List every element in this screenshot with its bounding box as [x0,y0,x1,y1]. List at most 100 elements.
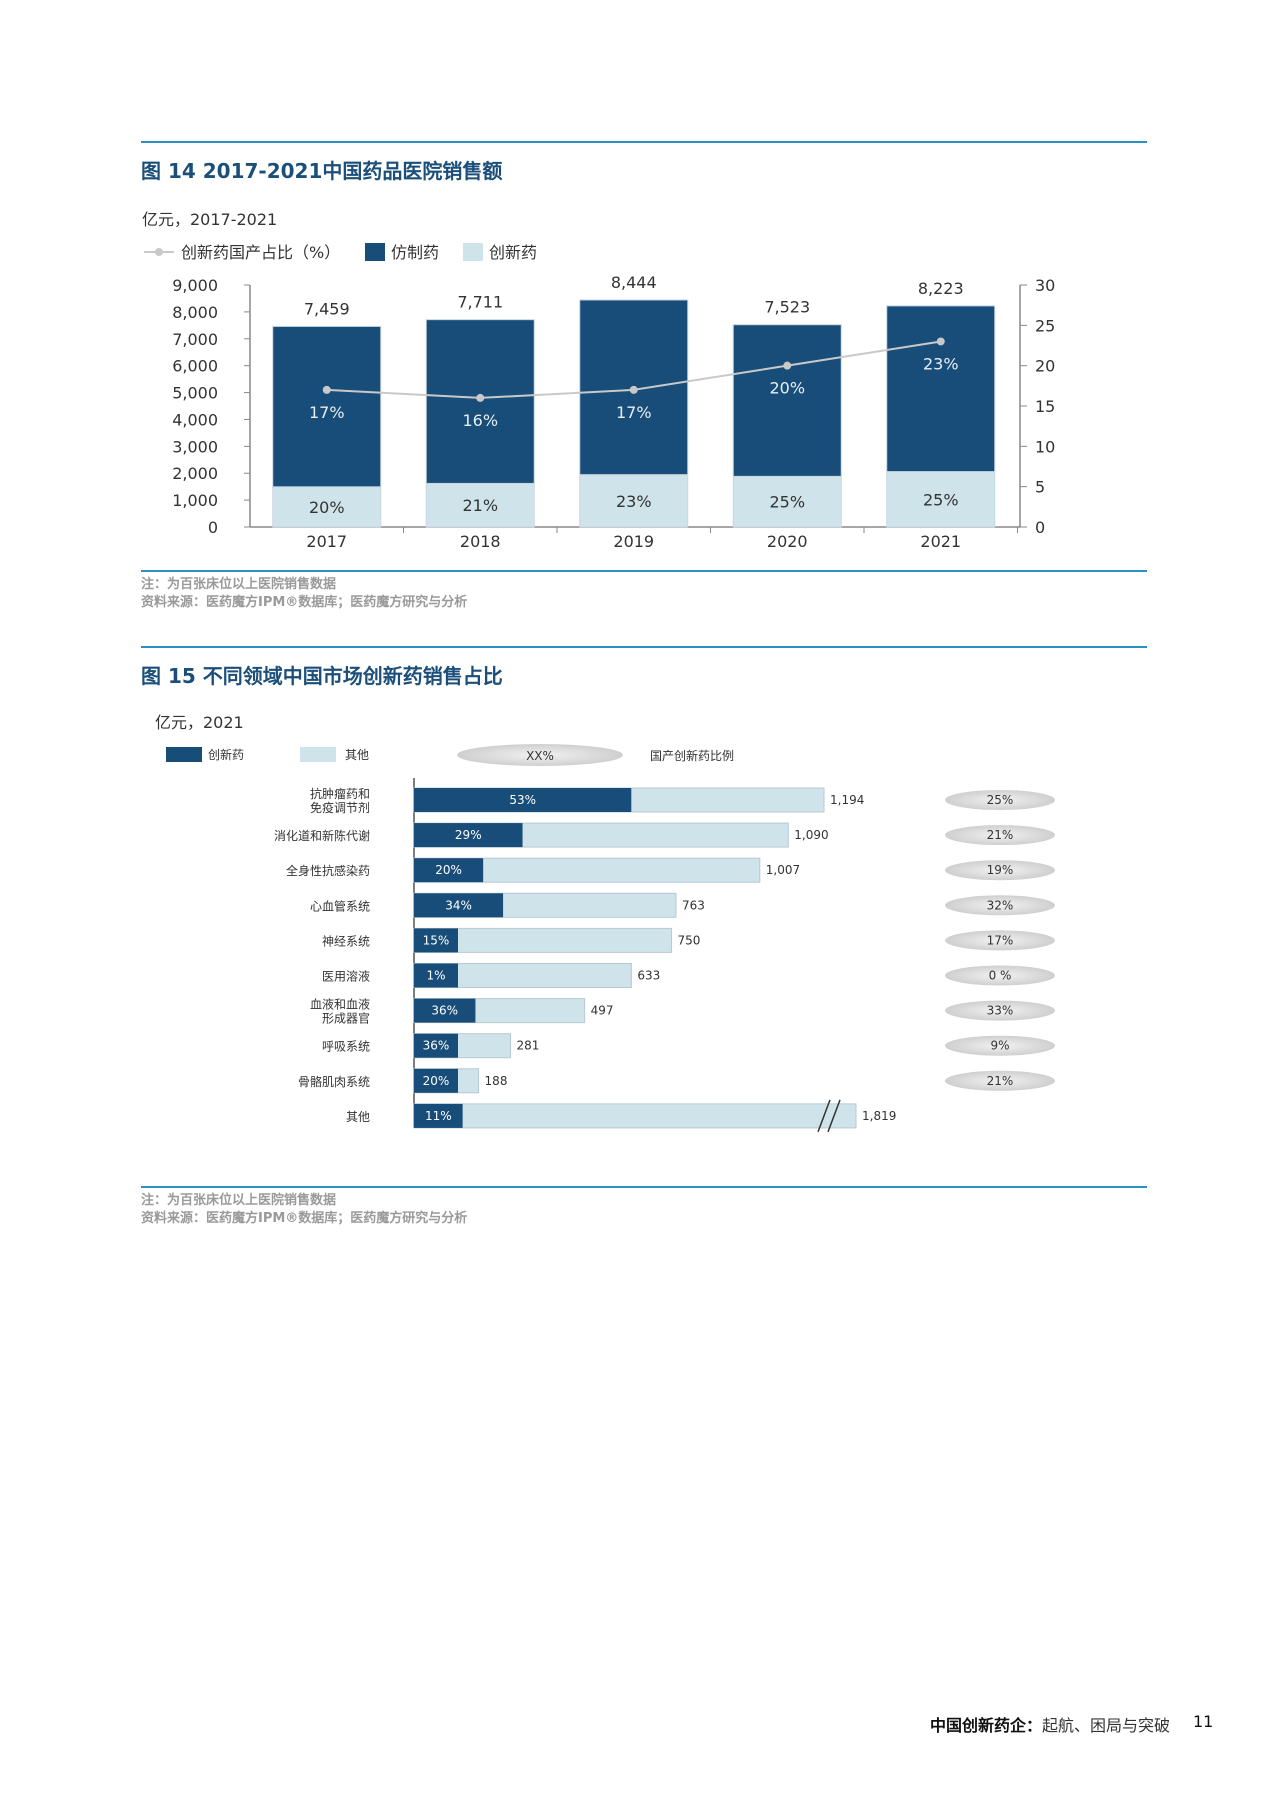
category-label: 消化道和新陈代谢 [274,828,370,843]
total-label: 188 [485,1074,508,1088]
fig14-chart: 亿元，2017-2021 创新药国产占比（%） 仿制药 创新药 9,000 8,0… [142,210,1055,551]
legend15-pill-label: XX% [526,749,554,763]
innovative-share-label: 15% [423,933,450,947]
innovative-share-label: 29% [455,828,482,842]
domestic-ratio-label: 21% [987,1074,1014,1088]
y2-tick-label: 10 [1035,437,1055,456]
ratio-point [476,393,485,402]
x-tick-label: 2019 [613,532,654,551]
footer-title-rest: 起航、困局与突破 [1041,1716,1170,1735]
bar-other [413,1103,857,1129]
bar-innovative [414,1068,458,1093]
domestic-ratio-pill [945,930,1055,951]
legend-line-label: 创新药国产占比（%） [181,243,340,262]
total-label: 497 [591,1004,614,1018]
fig15-unit: 亿元，2021 [155,713,244,732]
fig15-note: 注：为百张床位以上医院销售数据 [141,1193,337,1208]
bar-innovative [886,471,996,528]
innovative-share-label: 36% [423,1039,450,1053]
x-tick-label: 2021 [920,532,961,551]
legend-generic-swatch [365,243,385,261]
fig15-top-rule [141,646,1147,648]
domestic-ratio-label: 21% [987,828,1014,842]
y2-tick-label: 5 [1035,478,1045,497]
bar-innovative-label: 21% [462,496,498,515]
total-label: 1,007 [766,863,800,877]
bar-innovative-label: 23% [616,492,652,511]
y-tick-label: 5,000 [172,384,218,403]
innovative-share-label: 34% [445,898,472,912]
domestic-ratio-pill [945,1070,1055,1091]
bar-innovative [414,928,458,953]
domestic-ratio-label: 17% [987,933,1014,947]
category-label: 骨骼肌肉系统 [298,1074,370,1089]
x-tick-label: 2018 [460,532,501,551]
domestic-ratio-label: 25% [987,793,1014,807]
domestic-ratio-pill [945,1000,1055,1021]
bar-innovative [732,475,842,528]
y-tick-label: 1,000 [172,491,218,510]
bar-generic [886,305,996,473]
domestic-ratio-pill [945,825,1055,846]
x-tick-label: 2020 [767,532,808,551]
category-label: 形成器官 [322,1011,370,1026]
page-number: 11 [1193,1712,1214,1731]
legend15-innovative-swatch [166,747,202,762]
ratio-point [322,385,331,394]
y2-tick-label: 25 [1035,316,1055,335]
total-label: 750 [678,933,701,947]
domestic-ratio-pill [945,1035,1055,1056]
total-label: 281 [516,1039,539,1053]
y2-tick-label: 30 [1035,276,1055,295]
ratio-point [936,337,945,346]
fig15-source: 资料来源：医药魔方IPM®数据库；医药魔方研究与分析 [141,1211,468,1226]
domestic-ratio-label: 19% [987,863,1014,877]
bar-innovative [414,788,632,812]
bar-total-label: 7,523 [764,298,810,317]
bar-innovative [414,1103,463,1128]
y-tick-label: 8,000 [172,303,218,322]
bar-innovative [272,486,382,528]
domestic-ratio-pill [945,860,1055,881]
innovative-share-label: 1% [426,969,445,983]
bar-total-label: 7,459 [304,299,350,318]
legend15-other-swatch [300,747,336,762]
fig15-title: 图 15 不同领域中国市场创新药销售占比 [141,664,503,688]
fig14-top-rule [141,141,1147,143]
bar-innovative [425,482,535,528]
legend-innovative-swatch [463,243,483,261]
y-tick-label: 3,000 [172,437,218,456]
x-tick-label: 2017 [306,532,347,551]
ratio-label: 20% [769,379,805,398]
y-tick-label: 7,000 [172,330,218,349]
legend-line-marker [155,248,163,256]
bar-total-label: 7,711 [457,293,503,312]
ratio-label: 17% [309,403,345,422]
bar-innovative [414,963,458,988]
innovative-share-label: 11% [425,1109,452,1123]
domestic-ratio-pill [945,790,1055,810]
bar-innovative [414,998,476,1023]
y-tick-label: 4,000 [172,410,218,429]
legend-innovative-label: 创新药 [489,243,537,262]
bar-innovative-label: 25% [923,490,959,509]
category-label: 神经系统 [322,934,370,948]
fig14-unit: 亿元，2017-2021 [142,210,277,229]
fig15-bottom-rule [141,1186,1147,1188]
legend15-other-label: 其他 [345,748,369,762]
innovative-share-label: 20% [423,1074,450,1088]
innovative-share-label: 36% [431,1004,458,1018]
axis-break-mark [827,1099,841,1133]
y2-tick-label: 0 [1035,518,1045,537]
domestic-ratio-pill [945,895,1055,916]
legend15-ratio-label: 国产创新药比例 [650,748,734,763]
category-label: 血液和血液 [310,997,370,1012]
bar-innovative [414,823,523,848]
ratio-label: 17% [616,403,652,422]
legend15-pill [457,744,623,766]
category-label: 抗肿瘤药和 [310,786,370,801]
ratio-point [629,385,638,394]
total-label: 763 [682,898,705,912]
page-footer: 中国创新药企：起航、困局与突破 11 [0,1712,1280,1742]
